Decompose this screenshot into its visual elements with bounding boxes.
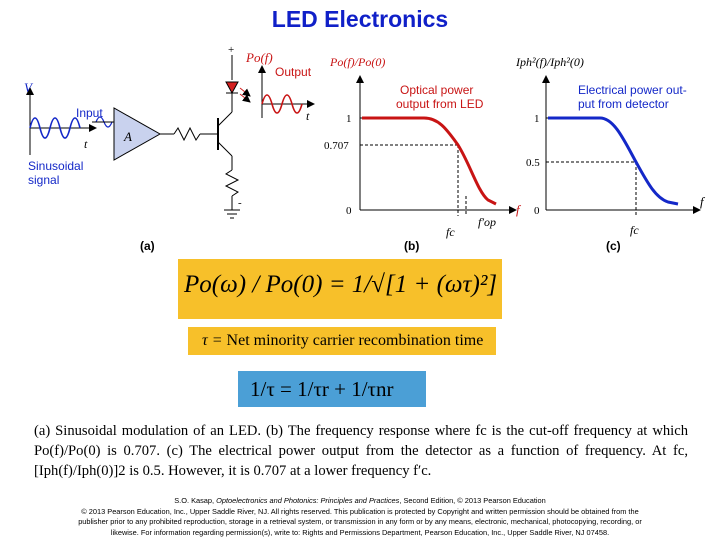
panel-b-legend-1: Optical power <box>400 83 473 97</box>
plus-sign: + <box>228 44 234 56</box>
panel-b-legend-2: output from LED <box>396 97 484 111</box>
amplifier-label: A <box>123 129 132 144</box>
signal-label-1: Sinusoidal <box>28 159 83 173</box>
panel-b-ylabel: Po(f)/Po(0) <box>329 55 385 69</box>
tau-symbol: τ = <box>202 332 227 349</box>
signal-label-2: signal <box>28 173 59 187</box>
panel-b-label: (b) <box>404 239 419 253</box>
panel-b-fc: fc <box>446 225 455 239</box>
credit-line-4: likewise. For information regarding perm… <box>110 527 610 537</box>
panel-c-fc: fc <box>630 223 639 237</box>
tau-definition-text: Net minority carrier recombination time <box>226 332 484 349</box>
panel-a-label: (a) <box>140 239 155 253</box>
led-diode <box>225 81 239 95</box>
panel-c-tick-1: 1 <box>534 113 540 125</box>
main-equation-box: Po(ω) / Po(0) = 1/√[1 + (ωτ)²] <box>178 259 502 319</box>
panel-b-fop: f′op <box>478 215 496 229</box>
credit-rest: , Second Edition, © 2013 Pearson Educati… <box>399 496 546 505</box>
panel-c-ylabel: Iph²(f)/Iph²(0) <box>515 55 584 69</box>
credit-author: S.O. Kasap, <box>174 496 217 505</box>
recombination-equation: 1/τ = 1/τr + 1/τnr <box>250 377 394 401</box>
panel-b-tick-0: 0 <box>346 205 352 217</box>
panel-b: Po(f)/Po(0) Optical power output from LE… <box>324 55 522 253</box>
tau-definition-box: τ = Net minority carrier recombination t… <box>188 327 496 355</box>
credit-book: Optoelectronics and Photonics: Principle… <box>216 496 400 505</box>
panel-b-tick-0707: 0.707 <box>324 140 349 152</box>
recombination-box: 1/τ = 1/τr + 1/τnr <box>238 371 426 407</box>
t-output-label: t <box>306 109 310 123</box>
amplifier-triangle <box>113 107 162 161</box>
panel-c-tick-05: 0.5 <box>526 157 540 169</box>
panel-c-x-axis: f <box>700 194 706 209</box>
v-axis-label: V <box>24 80 34 95</box>
copyright-credit: S.O. Kasap, Optoelectronics and Photonic… <box>22 496 698 538</box>
panel-c-label: (c) <box>606 239 621 253</box>
figure-caption: (a) Sinusoidal modulation of an LED. (b)… <box>34 423 688 479</box>
panel-b-tick-1: 1 <box>346 113 352 125</box>
panel-c-legend-1: Electrical power out- <box>578 83 687 97</box>
credit-line-2: © 2013 Pearson Education, Inc., Upper Sa… <box>81 506 639 516</box>
credit-line-3: publisher prior to any prohibited reprod… <box>78 517 642 526</box>
panel-c: Iph²(f)/Iph²(0) Electrical power out- pu… <box>515 55 706 253</box>
input-label: Input <box>76 106 103 120</box>
output-label: Output <box>275 65 312 79</box>
minus-sign: - <box>238 197 242 209</box>
tau-definition: τ = Net minority carrier recombination t… <box>202 332 483 350</box>
panel-b-x-axis: f <box>516 202 522 217</box>
panel-c-tick-0: 0 <box>534 205 540 217</box>
slide-title: LED Electronics <box>271 6 449 32</box>
figure-led-modulation: V t Input A Sinusoidal signal + - Po(f) … <box>24 44 706 253</box>
credit-line-1: S.O. Kasap, Optoelectronics and Photonic… <box>22 496 698 507</box>
panel-b-curve <box>362 116 497 206</box>
main-equation: Po(ω) / Po(0) = 1/√[1 + (ωτ)²] <box>184 271 498 298</box>
panel-a: V t Input A Sinusoidal signal + - Po(f) … <box>24 44 315 253</box>
t-axis-label: t <box>84 137 88 151</box>
po-label: Po(f) <box>245 50 273 65</box>
panel-c-legend-2: put from detector <box>578 97 669 111</box>
panel-c-curve <box>548 116 679 206</box>
